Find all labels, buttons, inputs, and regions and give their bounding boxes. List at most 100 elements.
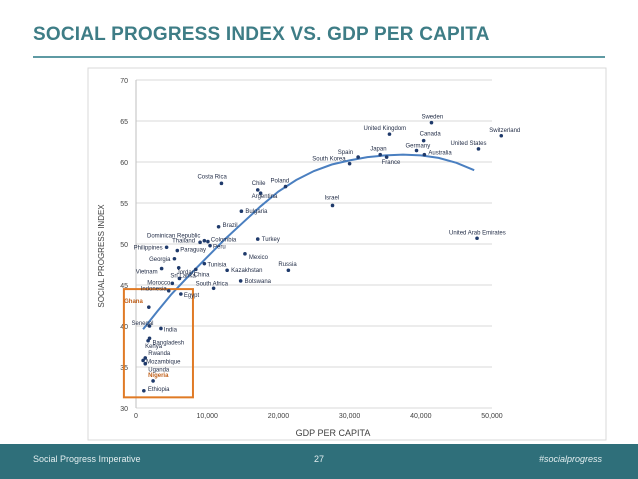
point-label: Turkey (262, 237, 280, 243)
point-label: Brazil (223, 223, 238, 229)
data-point (243, 252, 247, 256)
slide-title: SOCIAL PROGRESS INDEX VS. GDP PER CAPITA (33, 24, 490, 45)
point-label: Tunisia (207, 263, 227, 269)
data-point (166, 288, 171, 293)
data-point (499, 133, 504, 138)
data-point (414, 148, 419, 153)
data-point (422, 152, 427, 157)
y-tick-label: 50 (120, 242, 128, 249)
data-point (147, 324, 152, 328)
point-label: United Arab Emirates (449, 230, 506, 236)
point-label: Germany (406, 144, 431, 150)
point-label: Mozambique (146, 359, 181, 365)
point-label: Kazakhstan (231, 268, 262, 274)
data-point (170, 281, 175, 286)
page-number: 27 (313, 454, 324, 464)
data-point (216, 224, 221, 229)
point-label: Senegal (131, 321, 153, 327)
point-label: Sweden (421, 115, 443, 121)
data-point (238, 279, 243, 283)
y-tick-label: 30 (120, 406, 128, 413)
x-tick-label: 40,000 (410, 413, 432, 420)
data-point (202, 261, 207, 266)
data-point (219, 181, 224, 186)
data-point (172, 256, 177, 261)
data-point (141, 358, 145, 363)
point-label: Poland (271, 179, 290, 185)
data-point (179, 292, 183, 296)
x-tick-labels: 0 10,000 20,000 30,000 40,000 50,000 (134, 413, 503, 420)
data-point (255, 188, 260, 192)
footer-organization: Social Progress Imperative (33, 454, 141, 464)
data-point (159, 326, 163, 331)
point-label: Chile (252, 181, 266, 187)
footer-hashtag: #socialprogress (538, 454, 602, 464)
data-point (159, 266, 164, 271)
data-point (356, 155, 360, 159)
data-point (177, 276, 182, 281)
gridlines (135, 79, 492, 409)
point-labels: Sweden United Kingdom Switzerland Canada Uni… (124, 115, 520, 393)
data-points (141, 120, 504, 393)
point-label: Bulgaria (245, 209, 268, 215)
y-tick-label: 65 (120, 119, 128, 126)
data-point (283, 184, 288, 189)
highlight-box (122, 288, 194, 399)
point-label: Bangladesh (153, 340, 185, 346)
data-point (384, 155, 389, 159)
data-point (387, 132, 392, 136)
point-label: South Africa (196, 281, 229, 287)
data-point (164, 245, 169, 250)
point-label: Argentina (252, 194, 278, 200)
plot-frame (87, 67, 607, 441)
title-underline (33, 56, 605, 58)
point-label: France (382, 160, 401, 166)
x-tick-label: 0 (134, 413, 138, 420)
data-point (194, 267, 198, 272)
data-point (151, 379, 155, 383)
point-label: Japan (370, 147, 386, 153)
y-tick-label: 45 (120, 283, 128, 290)
x-tick-label: 50,000 (481, 413, 503, 420)
x-tick-label: 20,000 (268, 413, 290, 420)
point-label: South Korea (312, 157, 346, 163)
point-label: Spain (338, 150, 353, 156)
data-point (347, 161, 352, 166)
data-point (258, 191, 263, 195)
data-point (239, 209, 244, 213)
point-label: United States (450, 141, 486, 147)
point-label: Philippines (134, 245, 163, 251)
data-point (198, 240, 202, 245)
point-label: Vietnam (136, 270, 158, 276)
data-point (330, 203, 335, 208)
point-label: Switzerland (489, 128, 520, 134)
point-label: Botswana (245, 279, 272, 285)
data-point (147, 305, 151, 309)
data-point (286, 268, 291, 273)
y-tick-label: 55 (120, 201, 128, 208)
point-label: India (164, 327, 178, 333)
data-point (206, 239, 210, 244)
data-point (175, 248, 180, 253)
point-label: Colombia (211, 238, 237, 244)
point-label: Egypt (184, 293, 200, 299)
point-label: United Kingdom (363, 126, 406, 132)
x-tick-label: 10,000 (196, 413, 218, 420)
data-point (143, 356, 148, 360)
data-point (176, 265, 181, 270)
y-tick-label: 60 (120, 160, 128, 167)
y-tick-label: 70 (120, 78, 128, 85)
point-label: Dominican Republic (147, 234, 200, 240)
data-point (142, 388, 146, 393)
point-label: China (194, 272, 210, 278)
point-label: Jordan (177, 270, 195, 276)
point-label: Georgia (149, 257, 171, 263)
data-point (211, 286, 216, 291)
point-label: Peru (213, 245, 226, 251)
footer-bar: Social Progress Imperative 27 #socialpro… (0, 444, 638, 479)
x-axis-label: GDP PER CAPITA (296, 428, 371, 438)
y-axis-label: SOCIAL PROGRESS INDEX (97, 204, 106, 308)
point-label: Ghana (124, 299, 143, 305)
data-point (225, 268, 229, 273)
